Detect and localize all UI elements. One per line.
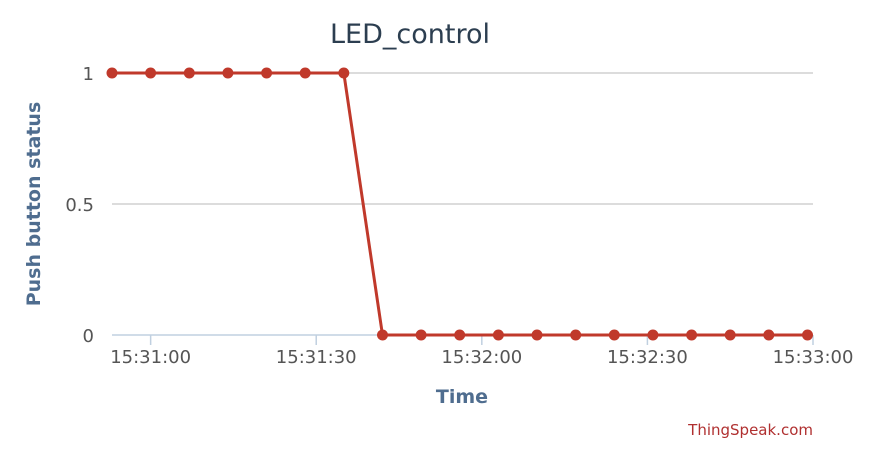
data-point — [261, 67, 273, 79]
data-point — [570, 329, 582, 341]
y-axis-title: Push button status — [23, 102, 45, 307]
thingspeak-credit-link[interactable]: ThingSpeak.com — [687, 421, 813, 439]
data-point — [183, 67, 195, 79]
data-point — [802, 329, 813, 341]
chart-title: LED_control — [330, 19, 490, 50]
x-axis-title: Time — [436, 386, 488, 408]
x-tick-label: 15:32:30 — [607, 347, 688, 368]
grid-lines — [112, 72, 813, 205]
y-tick-label: 0 — [83, 326, 94, 347]
x-tick-label: 15:33:00 — [773, 347, 854, 368]
data-point — [763, 329, 775, 341]
y-axis: 00.51 — [65, 64, 94, 347]
y-tick-label: 1 — [83, 64, 94, 85]
series-layer — [106, 67, 813, 341]
data-point — [647, 329, 659, 341]
x-tick-label: 15:31:00 — [110, 347, 191, 368]
y-tick-label: 0.5 — [65, 195, 94, 216]
data-point — [222, 67, 234, 79]
data-point — [299, 67, 311, 79]
data-point — [145, 67, 157, 79]
data-point — [608, 329, 620, 341]
data-point — [686, 329, 698, 341]
data-point — [415, 329, 427, 341]
data-point — [531, 329, 543, 341]
data-point — [338, 67, 350, 79]
data-point — [724, 329, 736, 341]
x-tick-label: 15:31:30 — [276, 347, 357, 368]
data-point — [454, 329, 466, 341]
data-point — [377, 329, 388, 341]
x-axis: 15:31:00 15:31:30 15:32:00 15:32:30 15:33:00 — [110, 334, 854, 368]
data-point — [106, 67, 118, 79]
x-tick-label: 15:32:00 — [441, 347, 522, 368]
data-point — [492, 329, 504, 341]
